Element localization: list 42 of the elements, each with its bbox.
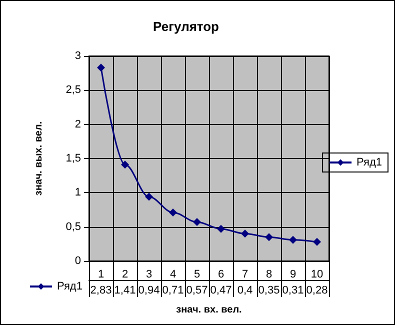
- x-tick-label: 6: [218, 268, 224, 280]
- y-tick-label: 1,5: [66, 152, 81, 164]
- y-tick-label: 0,5: [66, 220, 81, 233]
- data-label: 0,28: [306, 284, 328, 296]
- x-tick-label: 2: [122, 268, 128, 280]
- y-tick-label: 2,5: [66, 84, 81, 96]
- point: [121, 160, 129, 169]
- x-tick-label: 10: [310, 268, 324, 280]
- y-tick-label: 2: [74, 118, 81, 130]
- y-tick-label: 3: [74, 50, 81, 62]
- point: [145, 192, 153, 201]
- point: [313, 238, 321, 246]
- x-tick-label: 3: [146, 268, 152, 280]
- data-label: 0,57: [186, 284, 208, 296]
- point: [241, 230, 249, 238]
- data-label: 0,47: [210, 284, 232, 296]
- x-tick-label: 9: [290, 268, 296, 280]
- y-axis-title: знач. вых. вел.: [34, 121, 44, 196]
- point: [289, 236, 297, 244]
- legend-label: Ряд1: [356, 156, 382, 168]
- x-tick-label: 5: [194, 268, 200, 280]
- point: [265, 233, 273, 242]
- data-label: 2,83: [90, 284, 112, 296]
- point: [217, 224, 225, 233]
- x-tick-label: 1: [98, 268, 104, 280]
- data-label: 1,41: [114, 284, 136, 296]
- point: [193, 218, 201, 226]
- data-label: 0,71: [162, 284, 184, 296]
- x-tick-label: 4: [170, 268, 176, 280]
- x-tick-label: 8: [266, 268, 272, 280]
- point: [169, 208, 177, 216]
- data-label: 0,4: [237, 284, 253, 296]
- y-tick-label: 0: [74, 255, 81, 267]
- y-tick-label: 1: [74, 186, 81, 199]
- x-tick-label: 7: [242, 268, 248, 280]
- text: Ряд1: [57, 280, 82, 292]
- point: [97, 64, 105, 72]
- x-axis-title: знач. вх. вел.: [176, 304, 242, 316]
- data-label: 0,94: [138, 284, 160, 296]
- data-label: 0,35: [258, 284, 280, 296]
- chart-title: Регулятор: [153, 19, 220, 34]
- data-label: 0,31: [282, 284, 304, 296]
